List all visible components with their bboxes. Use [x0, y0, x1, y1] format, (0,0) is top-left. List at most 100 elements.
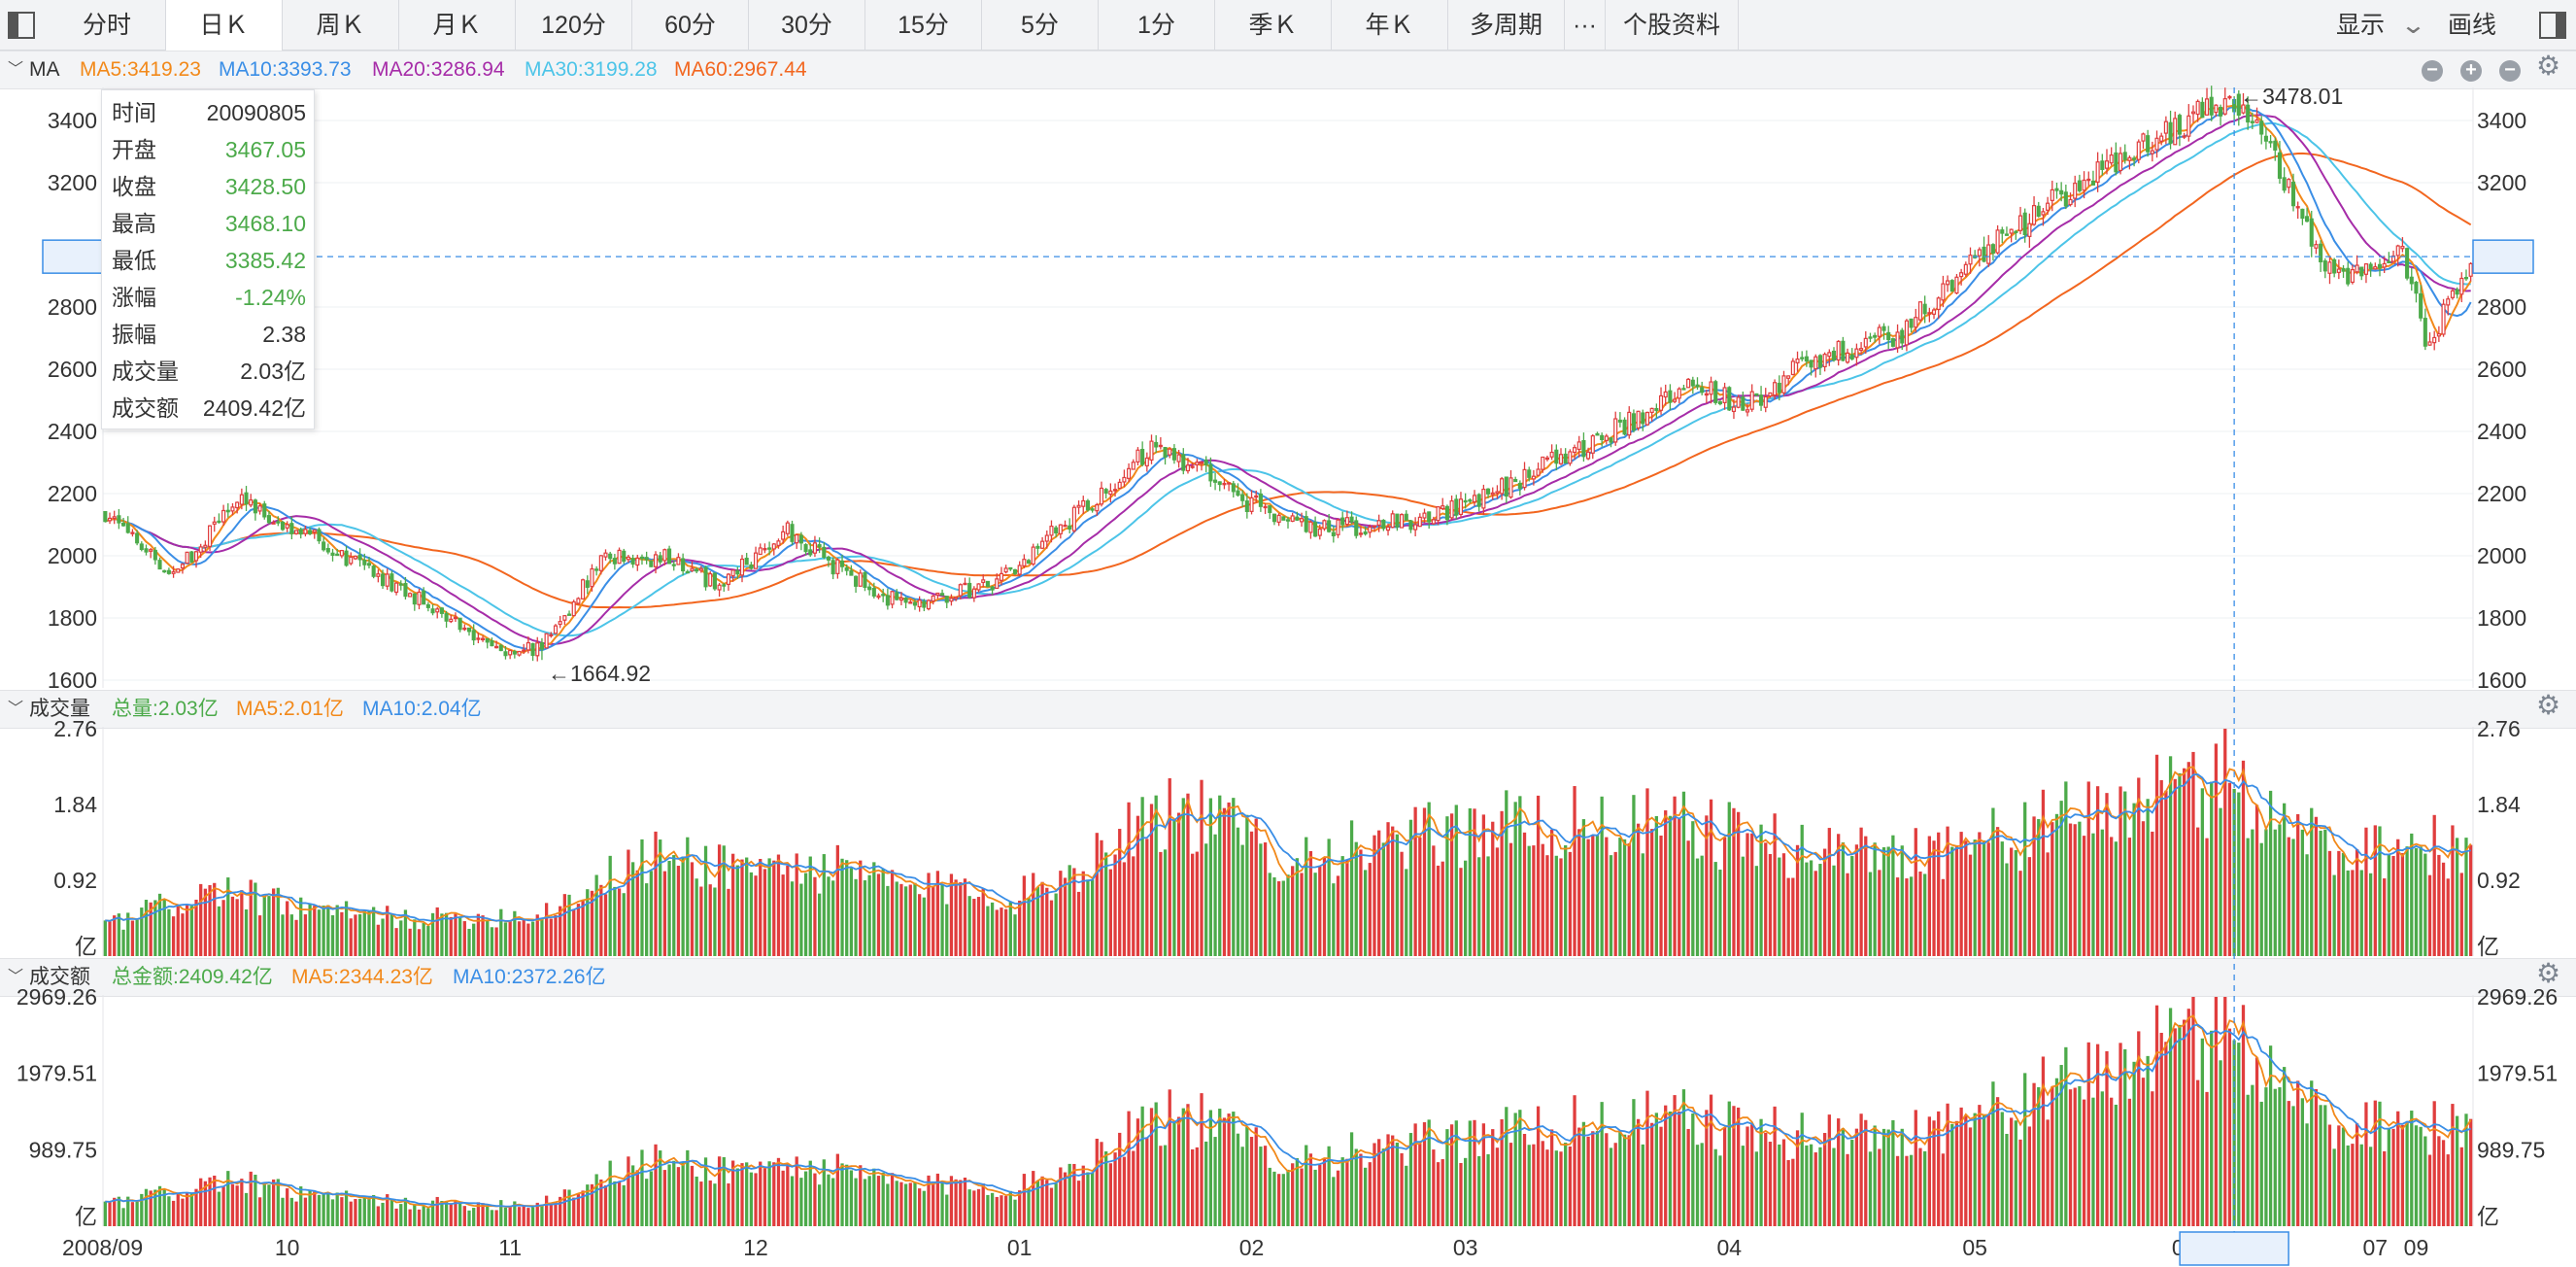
volume-bar — [2287, 837, 2290, 956]
volume-tick-right: 1.84 — [2477, 792, 2521, 817]
candle-body — [1400, 514, 1405, 529]
ma-panel-header: ﹀ MA MA5:3419.23 MA10:3393.73 MA20:3286.… — [0, 51, 2576, 89]
amount-bar — [1995, 1097, 2000, 1226]
period-tab-13[interactable]: ··· — [1565, 0, 1606, 51]
period-tab-3[interactable]: 月Ｋ — [399, 0, 516, 51]
amount-bar — [1508, 1143, 1513, 1226]
amount-bar — [2387, 1127, 2390, 1226]
candle-body — [303, 529, 308, 534]
candle-body — [1203, 460, 1208, 465]
sidebar-right-icon[interactable] — [2539, 12, 2566, 39]
candle-body — [249, 499, 254, 506]
period-tab-9[interactable]: 1分 — [1099, 0, 1215, 51]
candle-body — [949, 598, 954, 602]
volume-bar — [1841, 841, 1846, 956]
display-menu[interactable]: 显示 ⌄ — [2336, 0, 2426, 51]
period-tab-5[interactable]: 60分 — [632, 0, 749, 51]
volume-bar — [517, 921, 522, 956]
amount-bar — [803, 1171, 808, 1226]
minus-icon[interactable]: − — [2422, 60, 2443, 82]
volume-bar — [140, 907, 144, 956]
volume-bar — [1281, 880, 1285, 956]
amount-bar — [2095, 1044, 2100, 1226]
period-tab-11[interactable]: 年Ｋ — [1332, 0, 1448, 51]
candle-body — [353, 555, 357, 560]
volume-bar — [1746, 833, 1749, 956]
volume-bar — [1332, 883, 1336, 956]
amount-bar — [526, 1208, 530, 1226]
volume-bar — [1072, 868, 1076, 956]
volume-bar — [271, 888, 276, 956]
amount-bar — [881, 1172, 885, 1226]
volume-bar — [1081, 871, 1085, 956]
candle-body — [339, 550, 344, 557]
period-tab-4[interactable]: 120分 — [516, 0, 632, 51]
draw-line-button[interactable]: 画线 — [2448, 12, 2497, 39]
candle-body — [967, 582, 972, 599]
volume-bar — [130, 920, 135, 956]
amount-bar — [2254, 1057, 2259, 1226]
volume-bar — [772, 860, 776, 956]
amount-bar — [1991, 1081, 1995, 1226]
candle-body — [976, 583, 981, 591]
settings-gear-icon[interactable]: ⚙ — [2536, 51, 2561, 81]
remove-icon[interactable]: − — [2499, 60, 2521, 82]
collapse-icon[interactable]: ﹀ — [8, 61, 24, 78]
amount-bar — [981, 1183, 985, 1226]
volume-bar — [2451, 825, 2455, 956]
volume-bar — [2368, 873, 2373, 956]
amount-bar — [430, 1200, 435, 1226]
sidebar-left-icon[interactable] — [8, 12, 35, 39]
period-tab-10[interactable]: 季Ｋ — [1215, 0, 1332, 51]
amount-bar — [954, 1179, 958, 1226]
candle-body — [1026, 560, 1032, 565]
amount-bar — [1086, 1172, 1090, 1226]
candle-body — [1649, 407, 1654, 413]
candle-body — [1376, 520, 1381, 527]
volume-bar — [1308, 850, 1313, 956]
collapse-icon[interactable]: ﹀ — [8, 701, 24, 717]
candle-body — [1117, 481, 1122, 490]
amount-bar — [2300, 1098, 2305, 1226]
volume-bar — [503, 922, 508, 956]
candle-body — [1044, 534, 1049, 542]
candle-body — [2300, 208, 2305, 220]
volume-bar — [886, 885, 890, 956]
period-tab-2[interactable]: 周Ｋ — [283, 0, 399, 51]
amount-bar — [226, 1171, 230, 1226]
amount-bar — [2051, 1086, 2054, 1226]
volume-tick-right: 亿 — [2477, 934, 2499, 959]
amount-bar — [745, 1162, 749, 1226]
candle-body — [798, 534, 803, 544]
amount-bar — [922, 1190, 926, 1226]
plus-icon[interactable]: + — [2460, 60, 2482, 82]
collapse-icon[interactable]: ﹀ — [8, 969, 24, 985]
settings-gear-icon[interactable]: ⚙ — [2536, 958, 2561, 988]
period-tab-8[interactable]: 5分 — [982, 0, 1099, 51]
volume-bar — [935, 871, 940, 956]
volume-bar — [1191, 853, 1195, 956]
period-tab-7[interactable]: 15分 — [865, 0, 982, 51]
candle-body — [2423, 318, 2427, 347]
period-tab-6[interactable]: 30分 — [749, 0, 865, 51]
period-tab-0[interactable]: 分时 — [49, 0, 166, 51]
period-tab-12[interactable]: 多周期 — [1448, 0, 1565, 51]
volume-bar — [199, 883, 203, 956]
settings-gear-icon[interactable]: ⚙ — [2536, 690, 2561, 720]
volume-bar — [932, 885, 935, 956]
amount-panel-header: ﹀ 成交额 总金额:2409.42亿 MA5:2344.23亿 MA10:237… — [0, 958, 2576, 997]
candle-body — [1931, 309, 1937, 315]
amount-bar — [1445, 1129, 1449, 1226]
price-tick-right: 2200 — [2477, 481, 2526, 506]
volume-bar — [2359, 870, 2363, 956]
candle-body — [153, 549, 157, 561]
volume-bar — [1113, 854, 1117, 956]
candle-body — [944, 596, 949, 603]
candle-body — [2136, 141, 2141, 160]
amount-bar — [1359, 1153, 1363, 1226]
period-tab-14[interactable]: 个股资料 — [1606, 0, 1739, 51]
amount-bar — [640, 1149, 644, 1226]
period-tab-1[interactable]: 日Ｋ — [166, 0, 283, 51]
candle-body — [590, 567, 594, 588]
